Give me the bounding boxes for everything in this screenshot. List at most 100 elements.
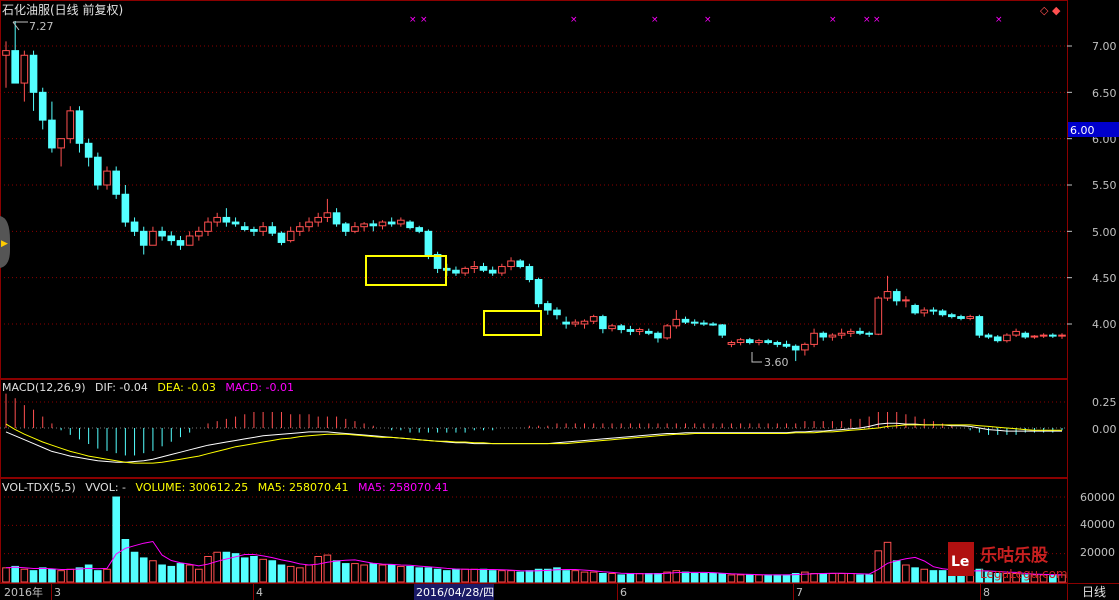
candle-body xyxy=(589,316,598,322)
diamond-filled-icon[interactable]: ◆ xyxy=(1052,4,1061,17)
watermark-logo xyxy=(948,542,974,576)
candle-body xyxy=(167,235,176,242)
highlight-box-1 xyxy=(365,255,447,286)
period-label[interactable]: 日线 xyxy=(1082,585,1106,599)
candle-body xyxy=(479,266,488,271)
volume-bar xyxy=(442,570,451,583)
candle-body xyxy=(296,226,304,232)
candle-body xyxy=(672,318,681,327)
candle-body xyxy=(66,110,75,140)
macd-legend-name: MACD(12,26,9) xyxy=(2,381,86,394)
candle-body xyxy=(84,142,93,158)
candle-body xyxy=(571,321,580,325)
volume-bar xyxy=(755,574,763,583)
candle xyxy=(268,222,277,236)
candle-body xyxy=(250,228,258,232)
volume-bar xyxy=(2,567,10,583)
date-label: 2016年 xyxy=(4,585,43,599)
volume-bar xyxy=(580,571,589,583)
candle xyxy=(351,222,359,234)
candle-body xyxy=(231,221,240,225)
candle xyxy=(130,217,139,236)
volume-bar xyxy=(681,571,690,583)
price-tick: 5.50 xyxy=(1092,179,1117,192)
candle xyxy=(626,325,635,336)
candle-body xyxy=(626,329,635,332)
volume-bar xyxy=(553,567,561,583)
candle xyxy=(810,328,818,348)
price-tick: 6.50 xyxy=(1092,87,1117,100)
signal-x-icon: × xyxy=(829,15,837,25)
volume-bar xyxy=(286,565,295,583)
volume-bar xyxy=(222,551,231,583)
price-tick: 4.00 xyxy=(1092,318,1117,331)
candle xyxy=(240,222,249,232)
volume-bar xyxy=(314,556,323,583)
volume-bar xyxy=(29,570,38,583)
date-label: 6 xyxy=(620,586,627,599)
candle-body xyxy=(1003,334,1011,342)
candle xyxy=(2,41,10,88)
volume-bar xyxy=(204,556,212,583)
candle-body xyxy=(525,266,534,281)
volume-bar xyxy=(745,574,754,583)
candle xyxy=(681,316,690,324)
low-label: 3.60 xyxy=(764,356,789,369)
volume-bar xyxy=(498,570,506,583)
diamond-icon[interactable]: ◇ xyxy=(1040,4,1049,17)
volume-bar xyxy=(75,567,84,583)
candle xyxy=(11,20,19,84)
candle-body xyxy=(149,230,157,246)
candle-body xyxy=(846,330,855,334)
candle xyxy=(231,217,240,227)
candle-body xyxy=(911,304,919,314)
candle-body xyxy=(599,316,607,330)
candle xyxy=(773,340,782,348)
candle xyxy=(856,327,864,336)
volume-bar xyxy=(654,573,662,583)
volume-bar xyxy=(167,565,176,583)
volume-bar xyxy=(240,557,249,583)
candle xyxy=(369,220,378,232)
candle xyxy=(599,314,607,334)
current-price: 6.00 xyxy=(1070,124,1095,137)
candle-body xyxy=(433,254,442,269)
candle xyxy=(185,231,194,246)
volume-bar xyxy=(112,496,120,583)
volume-bar xyxy=(360,564,368,583)
candle xyxy=(20,50,29,102)
candle xyxy=(874,296,883,336)
candle-body xyxy=(929,309,938,312)
candle xyxy=(139,226,148,255)
candle xyxy=(204,217,212,236)
volume-bar xyxy=(470,568,479,583)
candle-body xyxy=(902,299,910,302)
candle xyxy=(690,319,699,326)
volume-bar xyxy=(727,574,736,583)
candle-body xyxy=(20,54,29,84)
volume-bar xyxy=(305,564,313,583)
candle-body xyxy=(700,322,708,325)
volume-bar xyxy=(911,567,919,583)
dif-line xyxy=(5,422,1062,463)
candle xyxy=(801,342,809,356)
candle-body xyxy=(957,316,965,319)
candle-body xyxy=(874,297,883,335)
candle xyxy=(920,307,929,317)
volume-bar xyxy=(1021,574,1030,583)
candle xyxy=(948,312,956,319)
volume-bar xyxy=(103,568,111,583)
side-panel-toggle[interactable] xyxy=(0,216,10,268)
volume-bar xyxy=(902,564,910,583)
candle-body xyxy=(57,138,65,149)
candle xyxy=(516,259,525,269)
candle-body xyxy=(617,325,626,331)
candle-body xyxy=(415,227,424,232)
candle xyxy=(176,235,185,250)
candle-body xyxy=(727,342,736,345)
price-tick: 4.50 xyxy=(1092,272,1117,285)
candle xyxy=(553,307,561,320)
high-label: 7.27 xyxy=(29,20,54,33)
candle xyxy=(406,220,414,230)
candle xyxy=(415,225,424,234)
